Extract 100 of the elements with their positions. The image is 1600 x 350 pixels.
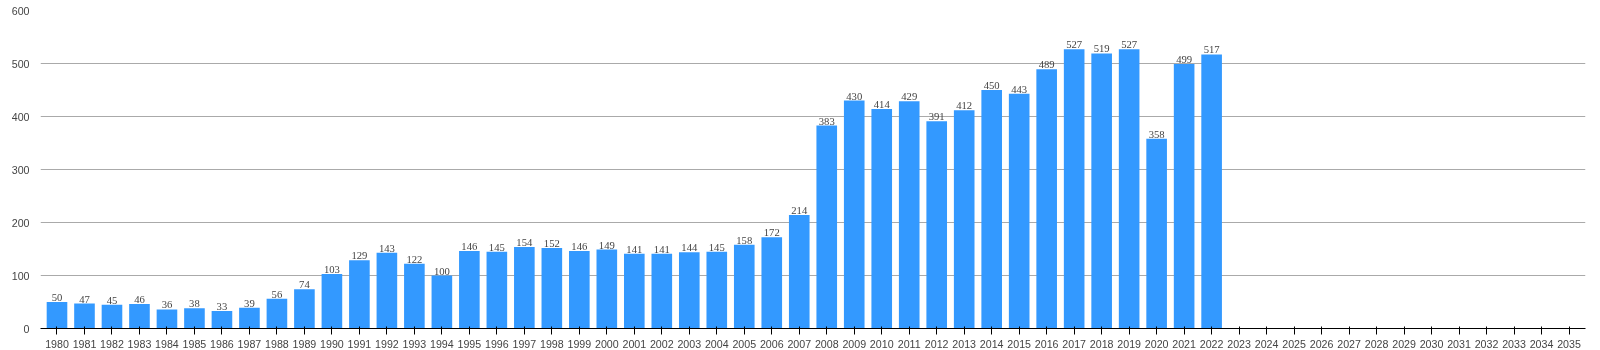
bar	[294, 289, 315, 329]
bar	[239, 307, 260, 329]
data-label: 499	[1176, 54, 1193, 66]
x-tick-label: 2029	[1392, 337, 1416, 350]
x-tick-label: 1988	[265, 337, 289, 350]
bar	[761, 237, 783, 329]
x-tick-label: 1982	[100, 337, 124, 350]
x-tick-label: 2020	[1144, 337, 1169, 350]
x-tick-label: 2013	[952, 337, 977, 350]
data-label: 46	[134, 294, 146, 306]
x-tick-label: 2035	[1557, 337, 1581, 350]
bar	[733, 244, 755, 329]
data-label: 50	[51, 292, 63, 303]
x-tick-label: 2001	[622, 337, 647, 350]
bar	[1008, 93, 1030, 329]
x-tick-label: 2026	[1309, 337, 1334, 350]
data-label: 74	[299, 279, 311, 291]
data-label: 429	[901, 91, 918, 103]
x-tick-label: 2034	[1529, 337, 1554, 350]
data-label: 430	[846, 90, 863, 102]
x-tick-label: 1985	[182, 337, 207, 350]
data-label: 141	[653, 243, 670, 255]
data-label: 141	[626, 243, 643, 255]
data-label: 149	[598, 239, 615, 251]
x-tick-label: 2031	[1447, 337, 1471, 350]
x-tick-label: 2023	[1227, 337, 1252, 350]
bar	[46, 302, 68, 329]
data-label: 145	[488, 241, 505, 253]
bar	[184, 308, 205, 329]
bar	[514, 246, 535, 329]
data-label: 214	[791, 205, 808, 217]
data-label: 172	[763, 227, 780, 239]
bar	[706, 251, 728, 329]
x-tick-label: 2028	[1364, 337, 1389, 350]
data-label: 145	[708, 241, 725, 253]
data-label: 33	[216, 301, 228, 313]
x-tick-label: 2017	[1062, 337, 1087, 350]
bar	[596, 249, 618, 329]
bar	[431, 275, 453, 329]
data-label: 152	[543, 237, 560, 249]
x-tick-label: 1980	[45, 337, 69, 350]
x-tick-label: 1993	[402, 337, 427, 350]
data-label: 103	[323, 263, 340, 275]
bar	[651, 253, 673, 329]
bar	[624, 253, 645, 329]
bar	[898, 101, 920, 329]
bar	[321, 273, 343, 329]
data-label: 383	[818, 115, 835, 127]
x-tick-label: 2025	[1282, 337, 1307, 350]
bar	[101, 304, 123, 329]
data-label: 122	[406, 253, 423, 265]
y-tick-label: 500	[11, 57, 30, 70]
bar	[1063, 49, 1085, 329]
x-tick-label: 2010	[869, 337, 894, 350]
bar	[211, 311, 233, 329]
data-label: 450	[983, 80, 1000, 91]
x-tick-label: 2032	[1474, 337, 1499, 350]
x-tick-label: 1999	[567, 337, 592, 350]
x-tick-label: 2008	[814, 337, 839, 350]
y-tick-label: 100	[11, 269, 30, 282]
x-tick-label: 2033	[1502, 337, 1526, 350]
x-tick-label: 2002	[649, 337, 674, 350]
data-label: 100	[433, 265, 450, 277]
data-label: 144	[681, 242, 698, 254]
bar	[953, 110, 975, 329]
x-tick-label: 2019	[1117, 337, 1142, 350]
y-tick-label: 400	[11, 110, 30, 123]
x-tick-label: 2005	[732, 337, 757, 350]
data-label: 489	[1038, 59, 1055, 71]
bar	[843, 100, 865, 329]
bar	[349, 260, 370, 329]
x-tick-label: 2022	[1199, 337, 1224, 350]
bar	[926, 121, 948, 329]
bar	[1036, 69, 1057, 329]
bar	[871, 109, 893, 329]
x-tick-label: 2018	[1089, 337, 1114, 350]
data-label: 527	[1066, 39, 1083, 51]
bar	[1118, 49, 1140, 329]
x-tick-label: 2015	[1007, 337, 1032, 350]
data-label: 39	[244, 297, 255, 309]
x-tick-label: 1992	[375, 337, 399, 350]
bar	[1201, 54, 1222, 329]
bar	[1091, 53, 1112, 329]
bar	[404, 263, 425, 329]
x-tick-label: 2003	[677, 337, 702, 350]
data-label: 146	[571, 241, 588, 253]
y-tick-label: 600	[11, 4, 30, 17]
x-tick-label: 1991	[347, 337, 372, 350]
data-label: 158	[736, 234, 753, 246]
x-tick-label: 1997	[512, 337, 537, 350]
bar	[266, 298, 288, 329]
x-tick-label: 1981	[72, 337, 97, 350]
x-tick-label: 1986	[210, 337, 234, 350]
bar	[376, 252, 398, 329]
data-label: 146	[461, 241, 479, 253]
x-tick-label: 2021	[1172, 337, 1197, 350]
data-label: 45	[106, 294, 118, 306]
x-tick-label: 1995	[457, 337, 482, 350]
x-tick-label: 2004	[704, 337, 729, 350]
data-label: 143	[378, 242, 395, 254]
